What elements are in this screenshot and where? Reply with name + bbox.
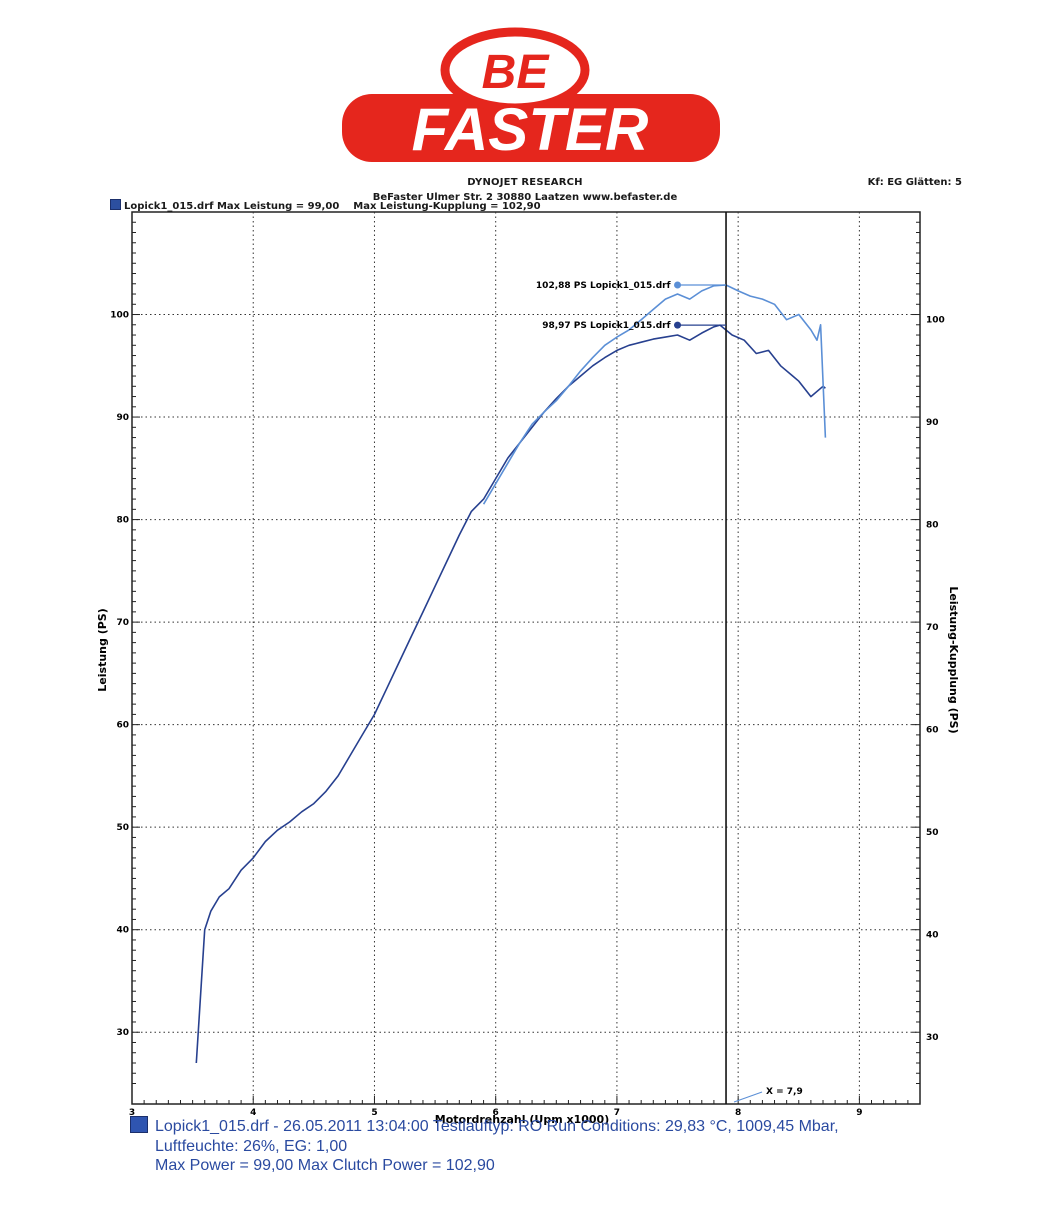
x-tick-label: 5 xyxy=(371,1108,377,1118)
legend-max-power: Lopick1_015.drf Max Leistung = 99,00 xyxy=(124,201,340,212)
y2-tick-label: 40 xyxy=(926,931,939,941)
y2-tick-label: 80 xyxy=(926,521,939,531)
y-tick-label: 50 xyxy=(116,823,129,833)
run-swatch-icon xyxy=(130,1116,148,1133)
y2-tick-label: 30 xyxy=(926,1033,939,1043)
logo-line2: FASTER xyxy=(412,96,649,163)
run-info-line1: Lopick1_015.drf - 26.05.2011 13:04:00 Te… xyxy=(155,1118,839,1135)
y-tick-label: 60 xyxy=(116,721,129,731)
shop-address: BeFaster Ulmer Str. 2 30880 Laatzen www.… xyxy=(372,192,678,203)
x-tick-label: 3 xyxy=(129,1108,135,1118)
logo-banner xyxy=(342,94,720,162)
y-tick-label: 70 xyxy=(116,618,129,628)
plot-frame xyxy=(131,211,921,1105)
legend-max-clutch: Max Leistung-Kupplung = 102,90 xyxy=(353,201,541,212)
logo-oval xyxy=(440,27,590,113)
y2-tick-label: 70 xyxy=(926,623,939,633)
settings-info: Kf: EG Glätten: 5 xyxy=(867,177,962,188)
y-tick-label: 80 xyxy=(116,516,129,526)
befaster-logo: BE FASTER xyxy=(342,27,720,163)
annotations: X = 7,9 102,88 PS Lopick1_015.drf 98,97 PS… xyxy=(536,281,803,1103)
y2-axis-label: Leistung-Kupplung (PS) xyxy=(947,586,960,733)
grid xyxy=(132,212,920,1104)
cursor-label: X = 7,9 xyxy=(766,1087,803,1097)
top-legend: Lopick1_015.drf Max Leistung = 99,00 Max … xyxy=(110,199,541,212)
y-tick-label: 100 xyxy=(110,311,129,321)
y-tick-label: 30 xyxy=(116,1028,129,1038)
x-tick-label: 9 xyxy=(856,1108,862,1118)
cursor-leader xyxy=(733,1091,763,1103)
y2-tick-label: 100 xyxy=(926,316,945,326)
run-info-line3: Max Power = 99,00 Max Clutch Power = 102… xyxy=(155,1157,495,1174)
y2-tick-label: 50 xyxy=(926,828,939,838)
legend-swatch-icon xyxy=(110,199,121,210)
series-line-power xyxy=(195,324,826,1064)
x-tick-label: 6 xyxy=(493,1108,499,1118)
x-tick-label: 4 xyxy=(250,1108,256,1118)
series-group xyxy=(195,212,827,1104)
report-title: DYNOJET RESEARCH xyxy=(467,177,583,188)
ticks: 3 4 5 6 7 8 9 30 30 40 40 50 50 60 60 70 70 80 80 90 90 100 10… xyxy=(110,211,945,1118)
series-line-clutch xyxy=(482,284,827,505)
x-tick-label: 8 xyxy=(735,1108,741,1118)
x-axis-label: Motordrehzahl (Upm x1000) xyxy=(435,1113,609,1126)
y2-tick-label: 90 xyxy=(926,418,939,428)
peak-label-power: 98,97 PS Lopick1_015.drf xyxy=(542,321,670,331)
run-info: Lopick1_015.drf - 26.05.2011 13:04:00 Te… xyxy=(130,1116,839,1176)
x-tick-label: 7 xyxy=(614,1108,620,1118)
peak-marker xyxy=(674,281,682,289)
y-tick-label: 40 xyxy=(116,926,129,936)
run-info-line2: Luftfeuchte: 26%, EG: 1,00 xyxy=(155,1137,348,1155)
y2-tick-label: 60 xyxy=(926,726,939,736)
y-tick-label: 90 xyxy=(116,413,129,423)
peak-label-clutch: 102,88 PS Lopick1_015.drf xyxy=(536,281,671,291)
y-axis-label: Leistung (PS) xyxy=(96,608,109,691)
peak-marker xyxy=(674,321,682,329)
logo-line1: BE xyxy=(482,46,551,99)
